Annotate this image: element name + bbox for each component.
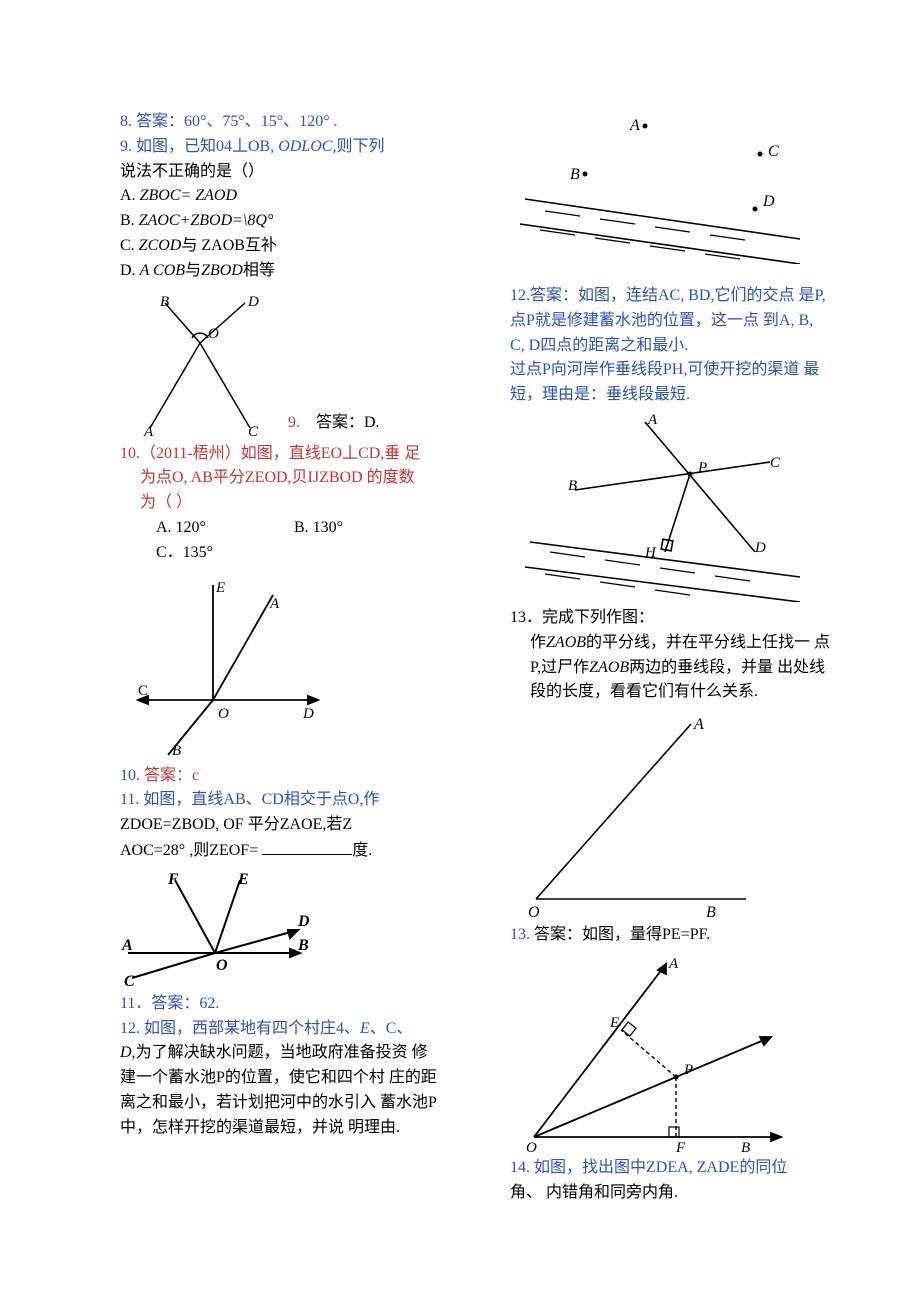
svg-text:B: B bbox=[297, 937, 309, 954]
q10-answer: 10. 答案：c bbox=[120, 764, 470, 789]
q13-stem-1: 13．完成下列作图： bbox=[510, 606, 860, 631]
page: 8. 答案：60°、75°、15°、120° . 9. 如图，已知04丄OB, … bbox=[0, 0, 920, 1246]
q11-stem-2: ZDOE=ZBOD, OF 平分ZAOE,若Z bbox=[120, 813, 470, 838]
svg-text:O: O bbox=[208, 326, 219, 342]
right-column: A B C D 12.答案：如图，连结AC, BD,它们的交点 是P, 点P就是… bbox=[510, 110, 860, 1206]
q12-stem-4: 离之和最小，若计划把河中的水引入 蓄水池P bbox=[120, 1091, 470, 1116]
svg-text:C: C bbox=[138, 683, 148, 699]
q14-stem-1: 14. 如图，找出图中ZDEA, ZADE的同位 bbox=[510, 1156, 860, 1181]
svg-text:P: P bbox=[683, 1062, 693, 1078]
fig13b: A E P O F B bbox=[516, 952, 860, 1152]
svg-text:A: A bbox=[647, 412, 658, 428]
q10-opts-ab: A. 120° B. 130° bbox=[120, 516, 470, 541]
q10-stem-1: 10.（2011-梧州）如图，直线EO丄CD,垂 足 bbox=[120, 442, 470, 467]
svg-text:D: D bbox=[762, 193, 775, 210]
q9-opt-c: C. ZCOD与 ZAOB互补 bbox=[120, 234, 470, 259]
q12-stem-3: 建一个蓄水池P的位置，使它和四个村 庄的距 bbox=[120, 1066, 470, 1091]
q13-stem-3: P,过尸作ZAOB两边的垂线段，并量 出处线 bbox=[510, 656, 860, 681]
svg-text:A: A bbox=[121, 937, 133, 954]
svg-text:C: C bbox=[124, 973, 135, 988]
svg-text:C: C bbox=[248, 424, 259, 438]
q8-answer: 8. 答案：60°、75°、15°、120° . bbox=[120, 110, 470, 135]
q9-answer: 9. 答案：D. bbox=[288, 411, 380, 436]
q13-stem-4: 段的长度，看看它们有什么关系. bbox=[510, 680, 860, 705]
q11-answer: 11．答案：62. bbox=[120, 992, 470, 1017]
q14-stem-2: 角、 内错角和同旁内角. bbox=[510, 1181, 860, 1206]
q12-stem-2: D,为了解决缺水问题，当地政府准备投资 修 bbox=[120, 1041, 470, 1066]
svg-text:C: C bbox=[768, 143, 779, 160]
svg-text:B: B bbox=[570, 166, 580, 183]
blank-input[interactable] bbox=[262, 838, 352, 855]
svg-text:B: B bbox=[172, 743, 181, 759]
q11-stem-1: 11. 如图，直线AB、CD相交于点O,作 bbox=[120, 788, 470, 813]
svg-text:B: B bbox=[706, 904, 716, 919]
svg-text:F: F bbox=[675, 1140, 686, 1152]
fig13a: A O B bbox=[516, 709, 860, 919]
svg-text:B: B bbox=[568, 478, 577, 494]
svg-text:C: C bbox=[770, 455, 781, 471]
q12-ans-2: 点P就是修建蓄水池的位置，这一点 到A, B, bbox=[510, 309, 860, 334]
svg-text:O: O bbox=[218, 706, 229, 722]
q9-opt-a: A. ZBOC= ZAOD bbox=[120, 184, 470, 209]
svg-text:D: D bbox=[247, 294, 259, 310]
svg-text:O: O bbox=[528, 904, 540, 919]
svg-text:A: A bbox=[693, 716, 704, 733]
svg-text:E: E bbox=[215, 580, 225, 596]
svg-text:H: H bbox=[644, 545, 657, 561]
q9-num: 9. 如图，已知04丄OB, bbox=[120, 138, 278, 155]
svg-text:O: O bbox=[216, 957, 228, 974]
svg-text:A: A bbox=[143, 424, 154, 438]
fig9-row: B D O A C 9. 答案：D. bbox=[120, 284, 470, 442]
svg-text:B: B bbox=[741, 1140, 750, 1152]
q12-ans-4: 过点P向河岸作垂线段PH,可使开挖的渠道 最 bbox=[510, 358, 860, 383]
svg-text:F: F bbox=[167, 871, 179, 888]
q10-opt-c: C．135° bbox=[120, 541, 470, 566]
svg-text:A: A bbox=[629, 117, 640, 134]
q12-ans-5: 短，理由是：垂线段最短. bbox=[510, 383, 860, 408]
q9-opt-d: D. A COB与ZBOD相等 bbox=[120, 259, 470, 284]
q12-ans-1: 12.答案：如图，连结AC, BD,它们的交点 是P, bbox=[510, 284, 860, 309]
svg-text:D: D bbox=[754, 540, 766, 556]
svg-text:P: P bbox=[697, 460, 707, 476]
fig9: B D O A C bbox=[120, 288, 280, 438]
q13-stem-2: 作ZAOB的平分线，并在平分线上任找一 点 bbox=[510, 631, 860, 656]
svg-text:B: B bbox=[160, 294, 169, 310]
q12-stem-1: 12. 如图，西部某地有四个村庄4、E、C、 bbox=[120, 1017, 470, 1042]
svg-text:O: O bbox=[526, 1140, 537, 1152]
svg-text:D: D bbox=[297, 913, 310, 930]
svg-text:E: E bbox=[237, 871, 249, 888]
q9-stem-1: 9. 如图，已知04丄OB, ODLOC,则下列 bbox=[120, 135, 470, 160]
q10-stem-3: 为（ ） bbox=[120, 491, 470, 516]
svg-text:D: D bbox=[302, 706, 314, 722]
svg-text:E: E bbox=[609, 1015, 619, 1031]
q9-stem-2: 说法不正确的是（） bbox=[120, 160, 470, 185]
q13-answer: 13. 答案：如图，量得PE=PF. bbox=[510, 923, 860, 948]
q12-ans-3: C, D四点的距离之和最小. bbox=[510, 334, 860, 359]
fig11: F E A C O D B bbox=[120, 868, 470, 988]
q10-stem-2: 为点O, AB平分ZEOD,贝IJZBOD 的度数 bbox=[120, 466, 470, 491]
q11-stem-3: AOC=28° ,则ZEOF= 度. bbox=[120, 838, 470, 864]
fig12a: A B C D bbox=[510, 114, 860, 264]
svg-text:A: A bbox=[668, 956, 679, 972]
left-column: 8. 答案：60°、75°、15°、120° . 9. 如图，已知04丄OB, … bbox=[120, 110, 470, 1206]
q9-opt-b: B. ZAOC+ZBOD=\8Q° bbox=[120, 209, 470, 234]
q12-stem-5: 中，怎样开挖的渠道最短，并说 明理由. bbox=[120, 1116, 470, 1141]
fig12b: A B C D P H bbox=[510, 412, 860, 602]
fig10: E A C O D B bbox=[128, 570, 470, 760]
svg-text:A: A bbox=[269, 596, 280, 612]
